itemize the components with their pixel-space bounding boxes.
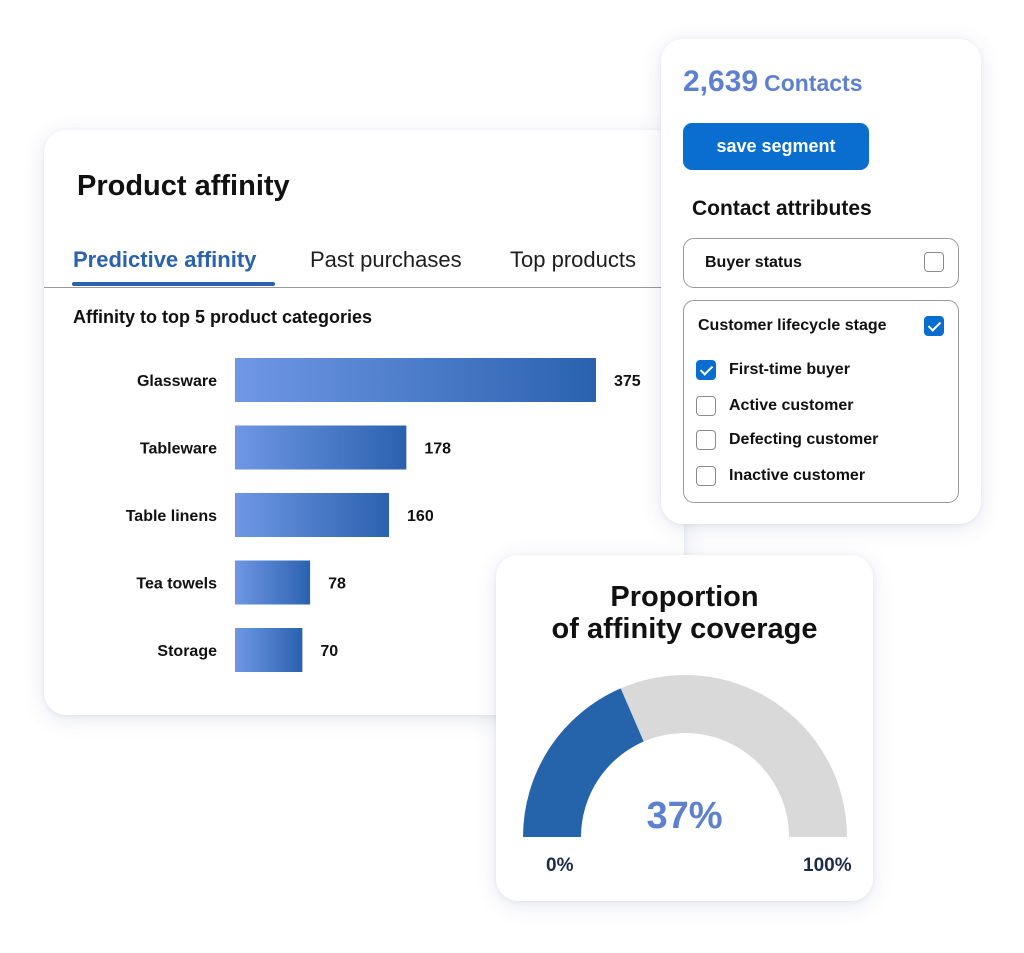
lifecycle-option-active-customer[interactable]: Active customer [696,395,946,419]
contacts-count-label: Contacts [764,70,863,96]
category-label: Tableware [140,441,217,458]
gauge-min-label: 0% [546,855,574,876]
gauge-value: 37% [646,795,723,837]
checkbox-empty-icon[interactable] [696,430,716,450]
bar-value-label: 178 [424,441,451,458]
tab-top-products[interactable]: Top products [510,247,636,272]
product-affinity-card: Product affinity Predictive affinity Pas… [44,130,684,715]
gauge-title: Proportion of affinity coverage [496,581,873,645]
buyer-status-filter[interactable]: Buyer status [683,238,959,288]
bar-tea-towels [235,560,311,605]
active-tab-indicator [72,282,275,286]
lifecycle-option-inactive-customer[interactable]: Inactive customer [696,465,946,489]
bar-value-label: 375 [614,373,641,390]
bar-storage [235,628,303,672]
bar-value-label: 160 [407,508,434,525]
bar-tableware [235,425,407,470]
checkbox-empty-icon[interactable] [696,396,716,416]
option-label: First-time buyer [729,361,850,378]
option-label: Defecting customer [729,431,879,448]
lifecycle-option-first-time-buyer[interactable]: First-time buyer [696,359,946,383]
gauge-title-line-1: Proportion [610,581,759,613]
bar-value-label: 70 [320,643,338,660]
lifecycle-option-defecting-customer[interactable]: Defecting customer [696,429,946,453]
bar-glassware [235,358,596,402]
checkbox-empty-icon[interactable] [696,466,716,486]
checkbox-checked-icon[interactable] [924,316,944,336]
coverage-gauge [523,675,847,837]
buyer-status-label: Buyer status [705,254,802,271]
category-label: Glassware [137,373,217,390]
category-label: Tea towels [136,576,217,593]
affinity-tabs: Predictive affinity Past purchases Top p… [44,243,684,288]
category-label: Storage [157,643,217,660]
tab-predictive-affinity[interactable]: Predictive affinity [73,247,257,272]
save-segment-button[interactable]: save segment [683,123,869,170]
gauge-max-label: 100% [803,855,852,876]
chart-subtitle: Affinity to top 5 product categories [73,307,373,327]
lifecycle-stage-label: Customer lifecycle stage [698,317,887,334]
option-label: Active customer [729,397,854,414]
gauge-filled-arc [523,688,644,837]
bar-table-linens [235,493,390,537]
contacts-card: 2,639 Contacts save segment Contact attri… [661,39,981,524]
gauge-remaining-arc [620,675,847,837]
category-label: Table linens [126,508,217,525]
contacts-count: 2,639 Contacts [683,65,862,99]
tab-past-purchases[interactable]: Past purchases [310,247,462,272]
contacts-count-number: 2,639 [683,65,759,98]
card-title: Product affinity [77,170,290,202]
affinity-coverage-card: Proportion of affinity coverage 37% 0% 1… [496,555,873,901]
checkbox-empty-icon[interactable] [924,252,944,272]
lifecycle-stage-filter: Customer lifecycle stage First-time buye… [683,300,959,503]
bar-value-label: 78 [328,576,346,593]
gauge-title-line-2: of affinity coverage [551,613,818,645]
checkbox-checked-icon[interactable] [696,360,716,380]
option-label: Inactive customer [729,467,866,484]
contact-attributes-heading: Contact attributes [692,197,872,220]
affinity-bar-chart: Glassware 375 Tableware 178 Table linens 160 T… [126,358,641,672]
